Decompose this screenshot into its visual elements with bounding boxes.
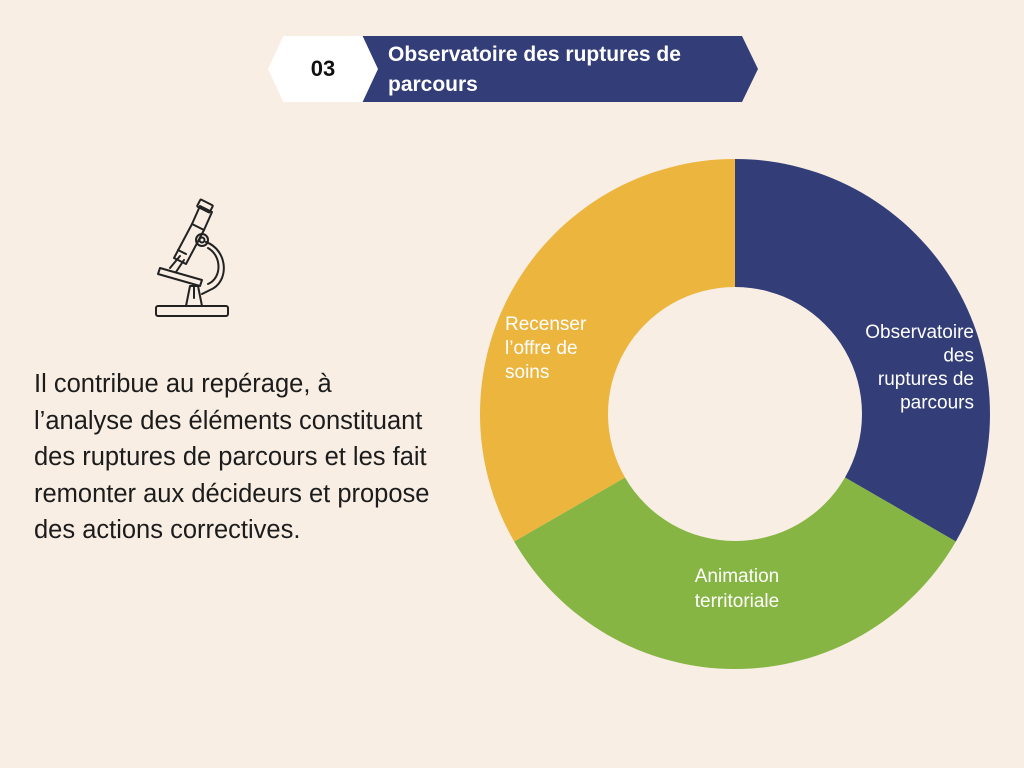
donut-segment-recenser	[480, 159, 735, 542]
label-observatoire-line: ruptures de	[878, 369, 974, 390]
label-observatoire: Observatoire des ruptures de parcours	[865, 322, 974, 414]
header-banner	[358, 36, 758, 102]
banner-title: Observatoire des ruptures de parcours	[388, 43, 681, 96]
number-badge: 03	[268, 36, 378, 102]
label-recenser-line: Recenser	[505, 314, 587, 335]
donut-segment-observatoire	[735, 159, 990, 542]
label-animation: Animation territoriale	[695, 566, 780, 612]
label-animation-line: Animation	[695, 566, 780, 587]
badge-number: 03	[310, 56, 336, 81]
label-animation-line: territoriale	[695, 591, 779, 612]
label-recenser-line: soins	[505, 362, 549, 383]
label-observatoire-line: Observatoire	[865, 322, 974, 343]
label-observatoire-line: parcours	[900, 393, 974, 414]
microscope-icon	[155, 198, 229, 317]
donut-segment-animation	[514, 477, 956, 669]
label-recenser-line: l’offre de	[505, 338, 578, 359]
label-observatoire-line: des	[943, 346, 974, 367]
label-recenser: Recenser l’offre de soins	[505, 314, 587, 383]
description-text: Il contribue au repérage, à l’analyse de…	[34, 370, 430, 544]
